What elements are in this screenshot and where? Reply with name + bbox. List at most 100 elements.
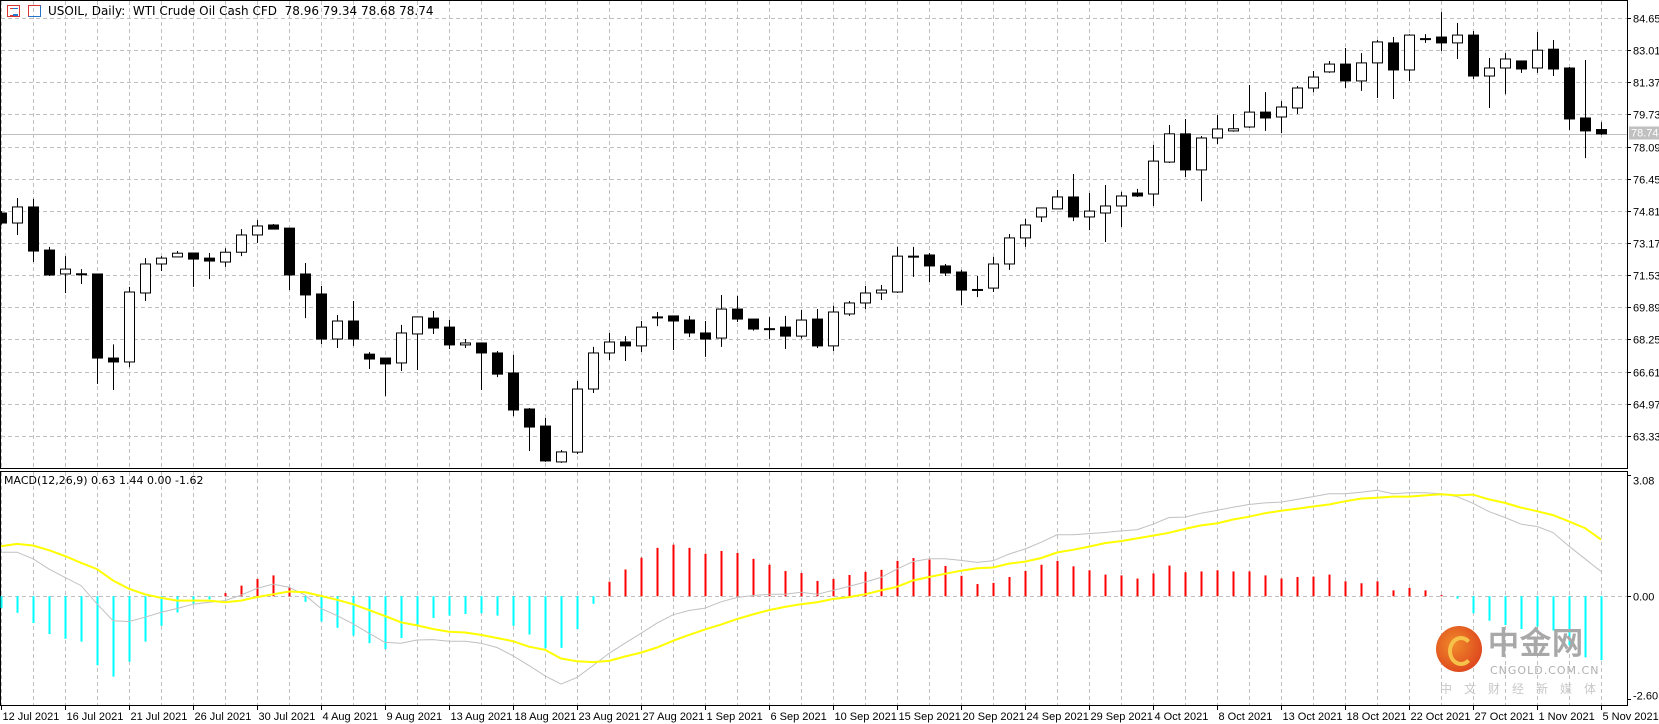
macd-tick-label: -2.60 (1633, 691, 1658, 703)
candle (1116, 191, 1127, 227)
candle-body (1308, 76, 1319, 89)
candle-body (988, 263, 999, 289)
candle (156, 256, 167, 272)
candle-body (76, 273, 87, 276)
candle (588, 346, 599, 393)
candle (924, 253, 935, 283)
x-tick-label: 10 Sep 2021 (835, 711, 897, 723)
candle-body (556, 451, 567, 463)
x-tick-label: 1 Nov 2021 (1539, 711, 1595, 723)
candle (1516, 60, 1527, 73)
candle-body (1052, 196, 1063, 210)
candle-body (204, 257, 215, 262)
candle-body (412, 316, 423, 335)
candle (828, 305, 839, 351)
candle (428, 311, 439, 334)
candle-body (1356, 62, 1367, 82)
candle-body (300, 273, 311, 296)
candle (556, 449, 567, 463)
candle-body (540, 425, 551, 462)
candle-body (700, 332, 711, 340)
candle (332, 314, 343, 349)
candle (1356, 53, 1367, 91)
y-tick-label: 71.53 (1633, 271, 1659, 283)
candle (620, 336, 631, 361)
candle-body (1164, 133, 1175, 163)
candle-body (1548, 48, 1559, 70)
candle (460, 339, 471, 349)
candle-body (940, 265, 951, 274)
candle (572, 380, 583, 455)
candle-body (588, 352, 599, 390)
candle-body (380, 357, 391, 365)
current-price-label: 78.74 (1631, 128, 1659, 140)
y-tick-label: 78.09 (1633, 143, 1659, 155)
candle-body (1580, 117, 1591, 132)
candle (28, 198, 39, 263)
candle-body (396, 332, 407, 364)
candle-body (1452, 34, 1463, 44)
candle (1196, 136, 1207, 202)
candle (12, 197, 23, 235)
candle-body (188, 252, 199, 260)
candle (1260, 92, 1271, 131)
x-tick-label: 22 Oct 2021 (1411, 711, 1471, 723)
candle (1564, 67, 1575, 130)
candle (1308, 70, 1319, 93)
candle-body (332, 320, 343, 340)
candle-body (604, 341, 615, 354)
x-tick-label: 5 Nov 2021 (1603, 711, 1659, 723)
symbol-info: USOIL, Daily: WTI Crude Oil Cash CFD (48, 4, 277, 18)
candle-body (460, 342, 471, 346)
candle-body (1484, 67, 1495, 77)
candle (1388, 37, 1399, 99)
candle (252, 220, 263, 244)
chart-list-icon[interactable] (7, 5, 20, 17)
candle-body (1068, 196, 1079, 218)
x-tick-label: 13 Aug 2021 (451, 711, 513, 723)
y-tick-label: 69.89 (1633, 303, 1659, 315)
signal-line (0, 493, 1602, 664)
candle-body (956, 271, 967, 291)
candle-body (236, 234, 247, 253)
candle (764, 317, 775, 340)
candle-body (1228, 128, 1239, 132)
x-tick-label: 12 Jul 2021 (3, 711, 60, 723)
candle (524, 408, 535, 451)
x-tick-label: 8 Oct 2021 (1219, 711, 1273, 723)
candle (124, 286, 135, 368)
candle (860, 285, 871, 310)
candle (1052, 189, 1063, 210)
candle (1292, 86, 1303, 115)
candle-body (1180, 133, 1191, 171)
x-tick-label: 27 Oct 2021 (1475, 711, 1535, 723)
candle (604, 332, 615, 361)
candle (1068, 174, 1079, 222)
candle (876, 284, 887, 301)
candle-body (1036, 207, 1047, 218)
candle-body (220, 251, 231, 263)
ohlc-readout: 78.96 79.34 78.68 78.74 (284, 4, 434, 18)
y-tick-label: 68.25 (1633, 335, 1659, 347)
candle-body (316, 293, 327, 340)
template-icon[interactable] (28, 5, 41, 17)
candle (748, 318, 759, 331)
y-tick-label: 81.37 (1633, 78, 1659, 90)
candle-body (1532, 49, 1543, 69)
y-tick-label: 83.01 (1633, 46, 1659, 58)
candle-body (908, 255, 919, 258)
candle-body (364, 353, 375, 360)
candle (780, 315, 791, 350)
candle-body (572, 388, 583, 453)
y-tick-label: 79.73 (1633, 110, 1659, 122)
candle (1452, 22, 1463, 59)
candle-body (1516, 60, 1527, 70)
candle-body (844, 302, 855, 315)
candle (140, 258, 151, 302)
candle-body (140, 263, 151, 294)
candle (396, 324, 407, 371)
candle (108, 344, 119, 390)
candle (476, 342, 487, 390)
x-tick-label: 21 Jul 2021 (131, 711, 188, 723)
